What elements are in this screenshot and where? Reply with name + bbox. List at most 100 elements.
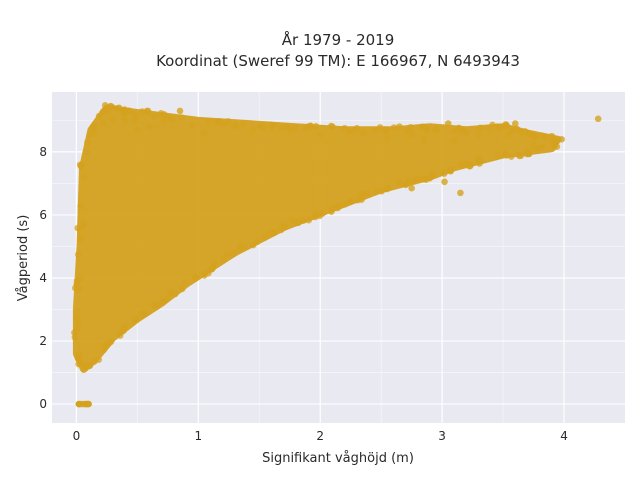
edge-point [74, 308, 82, 315]
edge-point [378, 187, 385, 195]
data-point [304, 123, 312, 130]
edge-point [133, 316, 141, 323]
x-tick-label: 2 [316, 429, 324, 443]
data-point [505, 131, 513, 138]
edge-point [525, 150, 533, 158]
edge-point [101, 343, 108, 351]
edge-point [403, 128, 411, 135]
data-point [143, 107, 151, 115]
edge-point [157, 299, 165, 306]
edge-point [429, 172, 437, 179]
chart-subtitle: Koordinat (Sweref 99 TM): E 166967, N 64… [156, 52, 520, 70]
y-tick-label: 6 [39, 208, 47, 222]
x-tick-label: 3 [438, 429, 446, 443]
edge-point [74, 251, 82, 258]
data-point [188, 121, 196, 129]
data-point [329, 123, 336, 130]
edge-point [494, 151, 502, 159]
data-point [316, 131, 324, 138]
edge-point [160, 111, 168, 118]
edge-point [257, 123, 264, 130]
data-point [521, 128, 529, 135]
data-point [201, 129, 208, 137]
data-point [451, 137, 458, 145]
edge-point [192, 274, 199, 281]
data-point [213, 118, 220, 126]
edge-point [447, 166, 454, 174]
data-point [463, 129, 470, 137]
data-point [408, 131, 415, 138]
edge-point [224, 251, 231, 258]
edge-point [236, 245, 243, 252]
data-point [84, 400, 91, 408]
y-tick-label: 2 [39, 334, 47, 348]
data-point [457, 189, 464, 197]
y-axis-ticks: 0 2 4 6 8 [39, 145, 47, 411]
edge-point [376, 124, 384, 131]
edge-point [517, 152, 525, 159]
edge-point [219, 255, 227, 263]
edge-point [163, 295, 171, 303]
edge-point [84, 139, 91, 146]
data-point [511, 120, 519, 127]
y-tick-label: 4 [39, 271, 47, 285]
edge-point [410, 177, 418, 185]
data-point [341, 124, 348, 132]
edge-point [329, 204, 336, 212]
data-point [538, 143, 546, 151]
edge-point [77, 235, 85, 242]
y-axis-title: Vågperiod (s) [16, 215, 31, 302]
data-point [115, 104, 123, 112]
edge-point [71, 284, 79, 292]
edge-point [116, 332, 124, 339]
edge-point [293, 218, 301, 226]
edge-point [346, 198, 354, 205]
edge-point [350, 127, 357, 134]
edge-point [502, 122, 510, 130]
data-point [268, 121, 275, 129]
edge-point [266, 230, 273, 238]
data-point [131, 117, 139, 124]
data-point [76, 400, 84, 408]
x-tick-label: 0 [73, 429, 81, 443]
edge-point [455, 124, 462, 132]
edge-point [230, 250, 238, 257]
data-point [432, 126, 440, 134]
edge-point [539, 132, 546, 140]
edge-point [74, 224, 82, 232]
data-point [493, 123, 501, 130]
edge-point [178, 114, 186, 122]
edge-point [73, 314, 80, 321]
edge-point [334, 204, 341, 212]
edge-point [440, 170, 448, 177]
edge-point [404, 177, 412, 185]
edge-point [531, 134, 539, 141]
edge-point [253, 238, 261, 246]
edge-point [208, 265, 216, 272]
x-tick-label: 1 [194, 429, 202, 443]
edge-point [390, 124, 398, 131]
edge-point [80, 219, 87, 227]
data-point [286, 126, 294, 134]
edge-point [138, 108, 146, 115]
edge-point [513, 125, 520, 133]
y-tick-label: 8 [39, 145, 47, 159]
edge-point [80, 173, 87, 180]
y-tick-label: 0 [39, 397, 47, 411]
edge-point [220, 120, 227, 128]
edge-point [551, 142, 558, 149]
data-point [107, 102, 114, 110]
edge-point [131, 111, 139, 118]
edge-point [90, 122, 98, 130]
edge-point [476, 155, 484, 162]
data-point [91, 129, 98, 137]
edge-point [95, 112, 103, 120]
edge-point [423, 126, 430, 133]
data-point [441, 178, 448, 186]
edge-point [150, 301, 158, 309]
edge-point [467, 162, 474, 170]
x-axis-title: Signifikant våghöjd (m) [262, 451, 414, 466]
edge-point [77, 163, 85, 170]
